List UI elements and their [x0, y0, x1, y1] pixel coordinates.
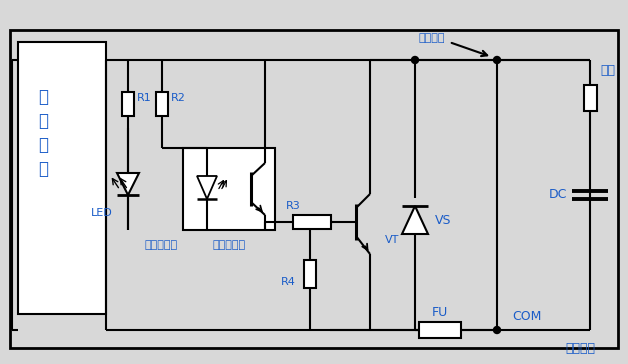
Text: 输出端口: 输出端口	[419, 33, 445, 43]
Text: 光电耦合器: 光电耦合器	[212, 240, 246, 250]
Text: 电: 电	[38, 136, 48, 154]
Polygon shape	[117, 173, 139, 195]
Bar	[156, 92, 168, 116]
Bar	[10, 30, 618, 348]
Polygon shape	[197, 176, 217, 199]
Bar	[183, 148, 275, 230]
Bar	[293, 215, 330, 229]
Text: 负载: 负载	[600, 63, 615, 76]
Circle shape	[494, 327, 501, 333]
Text: R2: R2	[171, 93, 185, 103]
Text: COM: COM	[512, 309, 542, 323]
Text: 路: 路	[38, 160, 48, 178]
Bar	[419, 322, 461, 338]
Text: R3: R3	[286, 201, 301, 211]
Text: DC: DC	[549, 189, 567, 202]
Text: 内: 内	[38, 88, 48, 106]
Text: R4: R4	[281, 277, 295, 287]
Bar	[583, 85, 597, 111]
Text: 输出状态灯: 输出状态灯	[144, 240, 178, 250]
Circle shape	[494, 56, 501, 63]
Text: LED: LED	[91, 208, 113, 218]
Bar	[122, 92, 134, 116]
Text: 部: 部	[38, 112, 48, 130]
Text: FU: FU	[432, 305, 448, 318]
Text: 用户电源: 用户电源	[565, 341, 595, 355]
Text: VT: VT	[385, 235, 399, 245]
Circle shape	[411, 56, 418, 63]
Bar	[304, 260, 316, 288]
Text: VS: VS	[435, 214, 452, 226]
Text: R1: R1	[137, 93, 151, 103]
Polygon shape	[402, 206, 428, 234]
Bar	[18, 42, 106, 314]
